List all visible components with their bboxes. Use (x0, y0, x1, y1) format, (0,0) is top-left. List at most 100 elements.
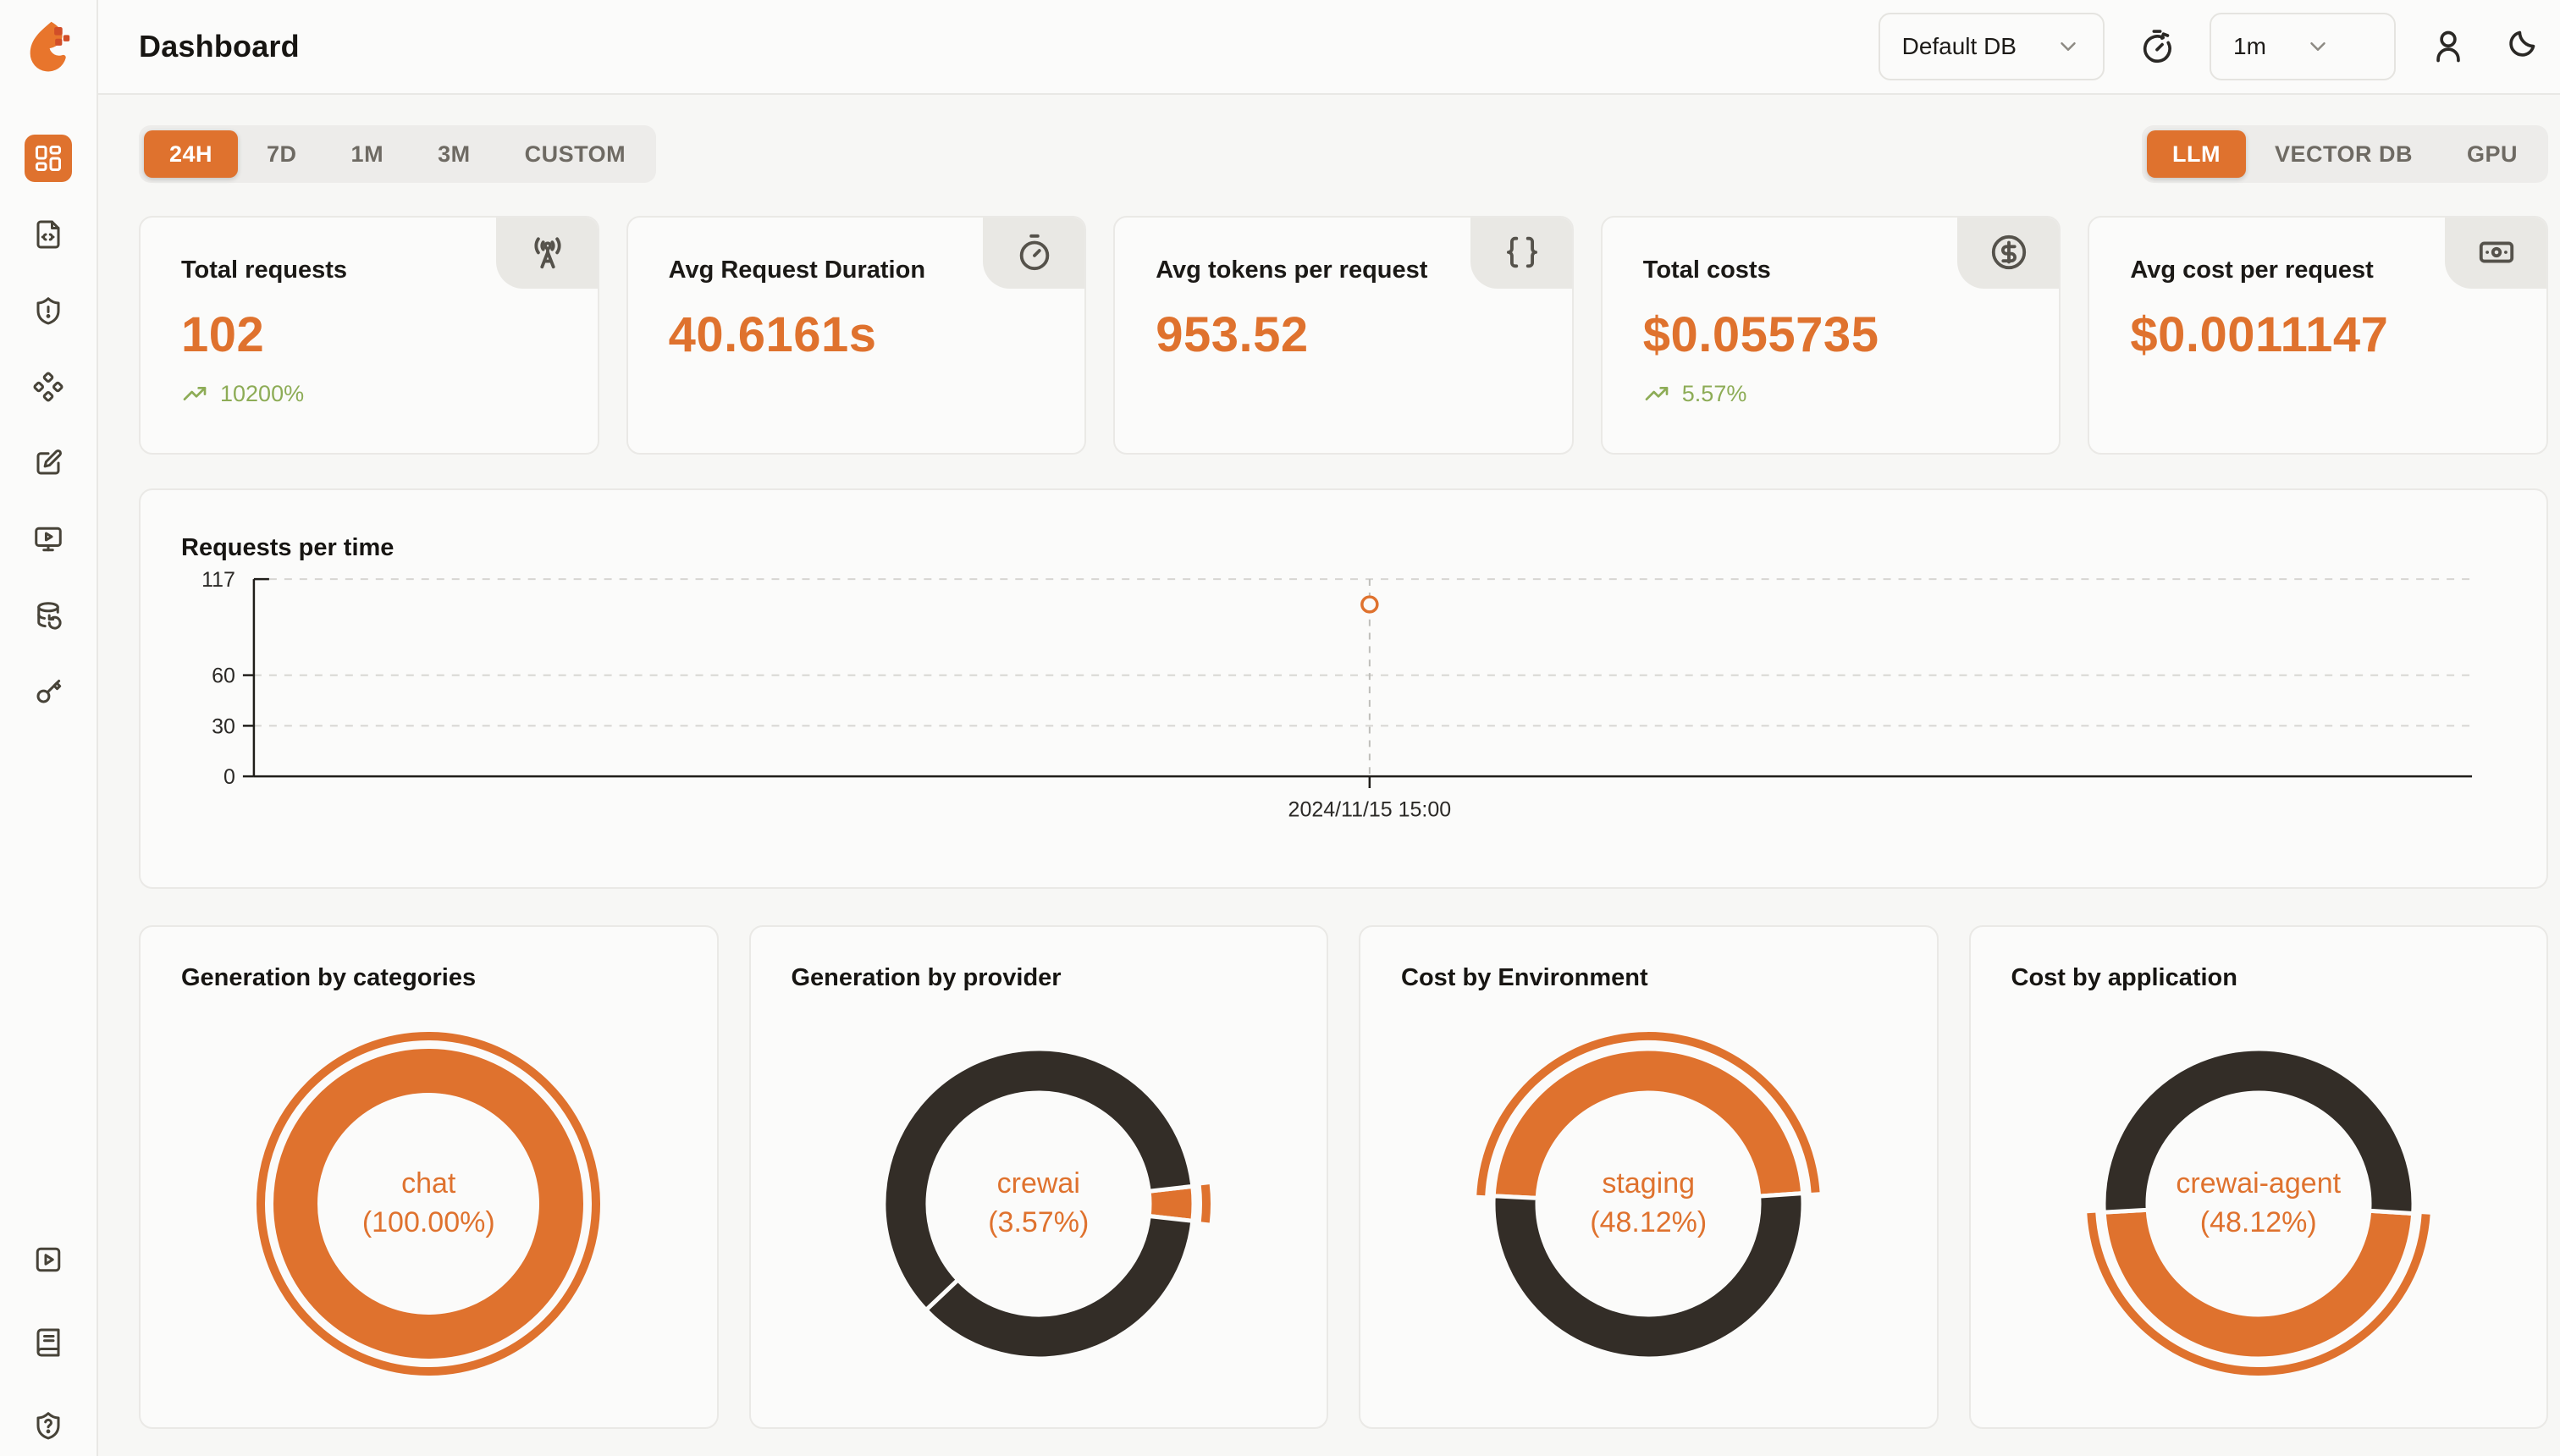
circle-dollar-sign-icon (1992, 234, 2027, 270)
metric-title: Avg Request Duration (668, 256, 926, 284)
svg-text:2024/11/15 15:00: 2024/11/15 15:00 (1288, 798, 1452, 822)
donut-title: Generation by provider (791, 964, 1062, 991)
chevron-down-icon (2310, 42, 2326, 51)
metric-trend: 5.57% (1643, 380, 2019, 407)
sidebar-item-database-backup[interactable] (25, 592, 72, 639)
dark-mode-toggle[interactable] (2501, 28, 2538, 65)
app-logo (24, 0, 73, 95)
tab-custom[interactable]: CUSTOM (524, 141, 626, 167)
metric-card-avg-tokens: Avg tokens per request 953.52 (1113, 216, 1574, 455)
donut-cards-row: Generation by categories chat (100.00%) … (139, 925, 2548, 1429)
svg-text:117: 117 (201, 568, 235, 592)
database-selector[interactable]: Default DB (1878, 13, 2105, 80)
sidebar-item-monitor-play[interactable] (25, 516, 72, 563)
tab-7d[interactable]: 7D (267, 141, 297, 167)
requests-per-time-card: Requests per time 2024/11/15 15:00 0 30 60 1… (139, 488, 2548, 889)
key-icon (36, 679, 62, 703)
metric-icon-badge (2444, 218, 2546, 289)
donut-title: Cost by application (2011, 964, 2237, 991)
sidebar (0, 0, 98, 1456)
donut-svg[interactable] (861, 1026, 1217, 1382)
sidebar-item-dashboard[interactable] (25, 135, 72, 182)
sidebar-item-book[interactable] (30, 1324, 67, 1361)
stopwatch-icon (1019, 234, 1050, 271)
interval-selector[interactable]: 1m (2210, 13, 2396, 80)
tab-3m[interactable]: 3M (438, 141, 471, 167)
metric-title: Avg tokens per request (1156, 256, 1428, 284)
braces-icon (1506, 236, 1537, 268)
metric-title: Avg cost per request (2130, 256, 2374, 284)
donut-svg[interactable] (2081, 1026, 2436, 1382)
metric-icon-badge (1470, 218, 1572, 289)
sidebar-item-square-play[interactable] (30, 1241, 67, 1278)
radio-tower-icon (534, 237, 561, 269)
metric-icon-badge (495, 218, 598, 289)
topbar: Dashboard Default DB 1m (98, 0, 2560, 95)
main-column: Dashboard Default DB 1m (98, 0, 2560, 1456)
metric-cards-row: Total requests 102 10200% (139, 216, 2548, 455)
sidebar-item-diamonds[interactable] (25, 363, 72, 411)
sidebar-item-square-pen[interactable] (25, 439, 72, 487)
metric-card-avg-duration: Avg Request Duration 40.6161s (626, 216, 1087, 455)
dashboard-content: 24H 7D 1M 3M CUSTOM LLM VECTOR DB GPU (98, 95, 2560, 1429)
square-pen-icon (36, 449, 62, 475)
sidebar-item-shield-alert[interactable] (25, 287, 72, 334)
donut-chart-provider: crewai (3.57%) (861, 1026, 1217, 1382)
donut-card-categories: Generation by categories chat (100.00%) (139, 925, 719, 1429)
monitor-play-icon (35, 527, 62, 552)
metric-card-avg-cost: Avg cost per request $0.0011147 (2088, 216, 2548, 455)
filter-row: 24H 7D 1M 3M CUSTOM LLM VECTOR DB GPU (139, 125, 2548, 183)
moon-icon (2509, 30, 2535, 57)
file-code-icon (36, 220, 60, 249)
database-backup-icon (37, 602, 62, 630)
flame-logo-icon (30, 21, 70, 72)
square-play-icon (36, 1247, 61, 1272)
tab-gpu[interactable]: GPU (2466, 141, 2518, 167)
chevron-down-icon (2061, 42, 2076, 51)
donut-card-environment: Cost by Environment staging (48.12%) (1359, 925, 1939, 1429)
donut-card-application: Cost by application crewai-agent (48.12%… (1968, 925, 2548, 1429)
requests-line-chart[interactable]: 2024/11/15 15:00 0 30 60 117 (141, 490, 2546, 887)
donut-svg[interactable] (1470, 1026, 1826, 1382)
user-menu-button[interactable] (2430, 28, 2467, 65)
timer-reset-icon (2143, 30, 2171, 63)
sidebar-item-shield-question[interactable] (30, 1407, 67, 1444)
metric-value: 102 (181, 307, 265, 362)
donut-chart-categories: chat (100.00%) (251, 1026, 606, 1382)
tab-vector-db[interactable]: VECTOR DB (2274, 141, 2413, 167)
metric-value: $0.055735 (1642, 307, 1879, 362)
tab-llm[interactable]: LLM (2146, 130, 2246, 178)
trending-up-icon (1645, 387, 1669, 400)
layout-dashboard-icon (36, 146, 61, 171)
metric-trend: 10200% (181, 380, 557, 407)
book-text-icon (36, 1328, 60, 1357)
interval-selector-value: 1m (2233, 33, 2266, 59)
sidebar-item-key[interactable] (25, 668, 72, 715)
donut-svg[interactable] (251, 1026, 606, 1382)
metric-icon-badge (1957, 218, 2060, 289)
metric-card-total-requests: Total requests 102 10200% (139, 216, 599, 455)
donut-title: Generation by categories (181, 964, 477, 991)
tab-24h[interactable]: 24H (144, 130, 239, 178)
tab-1m[interactable]: 1M (350, 141, 384, 167)
database-selector-value: Default DB (1901, 33, 2017, 59)
sidebar-nav (25, 95, 72, 1241)
svg-text:30: 30 (212, 714, 235, 738)
donut-chart-application: crewai-agent (48.12%) (2081, 1026, 2436, 1382)
sidebar-item-file-code[interactable] (25, 211, 72, 258)
time-range-tabs: 24H 7D 1M 3M CUSTOM (139, 125, 657, 183)
diamonds-icon (33, 372, 63, 402)
trending-up-icon (183, 387, 207, 400)
svg-text:60: 60 (212, 665, 235, 688)
refresh-interval-button[interactable] (2138, 28, 2176, 65)
metric-card-total-costs: Total costs $0.055735 5.57% (1600, 216, 2061, 455)
shield-alert-icon (36, 297, 60, 325)
metric-title: Total requests (181, 256, 348, 284)
mode-tabs: LLM VECTOR DB GPU (2141, 125, 2548, 183)
sidebar-footer (30, 1241, 67, 1456)
donut-chart-environment: staging (48.12%) (1470, 1026, 1826, 1382)
metric-value: 40.6161s (668, 307, 877, 362)
user-icon (2436, 30, 2460, 63)
shield-question-icon (36, 1412, 60, 1440)
